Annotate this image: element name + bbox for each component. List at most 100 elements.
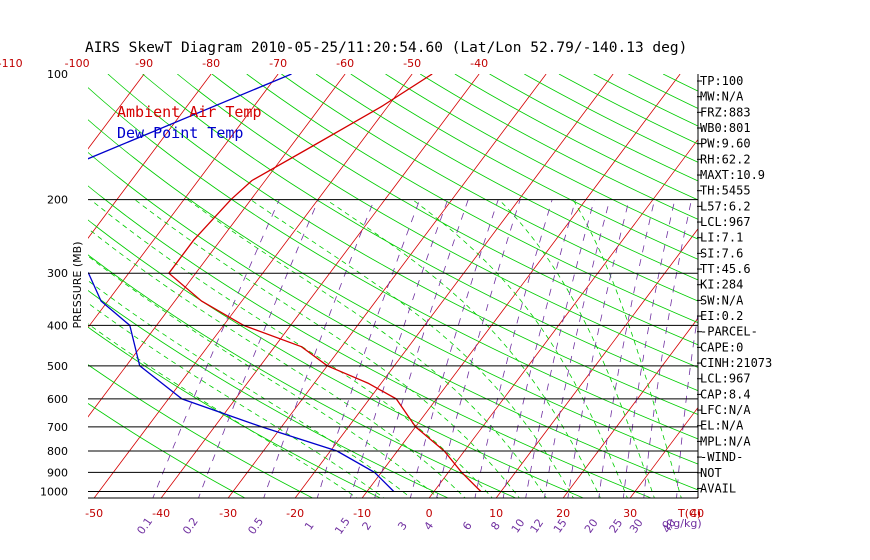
- moist-adiabat-line: [134, 199, 520, 498]
- moist-adiabat-line: [326, 199, 601, 498]
- stat-item: CINH:21073: [700, 356, 772, 370]
- isotherm-line: [88, 74, 145, 150]
- dry-adiabat-line: [246, 74, 698, 324]
- stat-item: SI:7.6: [700, 246, 743, 260]
- dry-adiabat-line: [419, 74, 698, 220]
- dry-adiabat-line: [88, 364, 313, 498]
- x-tick-label: 40: [690, 507, 704, 520]
- x-top-tick-label: -50: [403, 57, 421, 70]
- mixing-ratio-line: [349, 199, 449, 498]
- x-tick-label: -20: [286, 507, 304, 520]
- y-tick-label: 900: [47, 466, 68, 479]
- stat-item: TH:5455: [700, 184, 751, 198]
- moist-adiabat-line: [187, 199, 547, 498]
- y-tick-label: 300: [47, 267, 68, 280]
- isotherm-line: [764, 74, 870, 498]
- x-tick-label: 30: [623, 507, 637, 520]
- x-axis-label: T(C): [677, 507, 701, 520]
- mixing-ratio-tick-label: 20: [582, 517, 601, 536]
- y-tick-label: 600: [47, 393, 68, 406]
- x-top-tick-label: -40: [470, 57, 488, 70]
- stat-item: NOT: [700, 466, 722, 480]
- mixing-ratio-tick-label: 0.2: [180, 515, 201, 537]
- y-tick-label: 800: [47, 445, 68, 458]
- mixing-ratio-label: q(g/kg): [662, 517, 702, 530]
- mixing-ratio-line: [622, 199, 676, 498]
- moist-adiabat-line: [572, 199, 682, 498]
- isotherm-line: [160, 74, 480, 498]
- stat-item: MAXT:10.9: [700, 168, 765, 182]
- stat-item: LI:7.1: [700, 231, 743, 245]
- mixing-ratio-line: [152, 199, 280, 498]
- x-top-tick-label: -100: [65, 57, 90, 70]
- mixing-ratio-tick-label: 2: [360, 519, 375, 532]
- moist-adiabat-line: [88, 302, 385, 498]
- dry-adiabat-line: [385, 74, 698, 240]
- legend-temp-label: Ambient Air Temp: [117, 103, 262, 121]
- background-lines: [88, 74, 870, 498]
- mixing-ratio-line: [263, 199, 375, 498]
- mixing-ratio-tick-label: 4: [422, 519, 437, 532]
- stat-item: -WIND-: [700, 450, 743, 464]
- dry-adiabat-line: [177, 74, 698, 368]
- moist-adiabat-line: [88, 280, 412, 498]
- dry-adiabat-line: [88, 151, 698, 491]
- stat-item: LCL:967: [700, 215, 751, 229]
- mixing-ratio-tick-label: 8: [488, 519, 503, 532]
- stat-item: WB0:801: [700, 121, 751, 135]
- x-tick-label: -50: [85, 507, 103, 520]
- y-tick-label: 500: [47, 360, 68, 373]
- isotherm-line: [495, 228, 698, 498]
- dry-adiabat-line: [88, 185, 652, 498]
- stat-item: KI:284: [700, 278, 743, 292]
- dry-adiabat-line: [489, 74, 698, 182]
- isotherm-line: [428, 138, 698, 498]
- moist-adiabat-line: [498, 199, 655, 498]
- isotherm-line: [93, 74, 413, 498]
- y-tick-label: 100: [47, 68, 68, 81]
- mixing-ratio-tick-label: 12: [528, 517, 547, 536]
- stat-item: AVAIL: [700, 481, 736, 495]
- dry-adiabat-line: [733, 74, 870, 498]
- mixing-ratio-line: [502, 199, 576, 498]
- mixing-ratio-line: [436, 199, 521, 498]
- dry-adiabat-line: [211, 74, 698, 346]
- moist-adiabat-line: [88, 323, 358, 498]
- moist-adiabat-line: [88, 228, 466, 498]
- x-top-tick-label: -90: [135, 57, 153, 70]
- dry-adiabat-line: [142, 74, 698, 392]
- dry-adiabat-line: [315, 74, 698, 281]
- isotherm-line: [88, 74, 279, 329]
- y-tick-label: 200: [47, 194, 68, 207]
- y-tick-label: 700: [47, 421, 68, 434]
- mixing-ratio-line: [316, 199, 421, 498]
- mixing-ratio-line: [409, 199, 499, 498]
- stat-item: PW:9.60: [700, 137, 751, 151]
- stat-item: EI:0.2: [700, 309, 743, 323]
- moist-adiabat-line: [412, 199, 628, 498]
- y-tick-label: 400: [47, 319, 68, 332]
- stat-item: SW:N/A: [700, 293, 744, 307]
- x-tick-label: -40: [152, 507, 170, 520]
- moist-adiabat-line: [90, 199, 493, 498]
- pressure-gridlines: [88, 74, 699, 499]
- isotherm-line: [562, 317, 698, 498]
- mixing-ratio-tick-label: 1: [302, 519, 317, 532]
- x-top-tick-label: -70: [269, 57, 287, 70]
- isotherm-line: [88, 74, 346, 418]
- dry-adiabat-line: [662, 74, 698, 92]
- stat-item: L57:6.2: [700, 199, 751, 213]
- mixing-ratio-tick-label: 10: [509, 517, 528, 536]
- isotherm-line: [227, 74, 547, 498]
- y-tick-label: 1000: [40, 486, 68, 499]
- stat-item: LCL:967: [700, 372, 751, 386]
- stat-item: LFC:N/A: [700, 403, 751, 417]
- stat-item: CAPE:0: [700, 340, 743, 354]
- mixing-ratio-line: [643, 199, 692, 498]
- stat-item: MW:N/A: [700, 90, 744, 104]
- isotherm-line: [88, 74, 212, 239]
- chart-title: AIRS SkewT Diagram 2010-05-25/11:20:54.6…: [85, 40, 687, 56]
- stat-item: TP:100: [700, 74, 743, 88]
